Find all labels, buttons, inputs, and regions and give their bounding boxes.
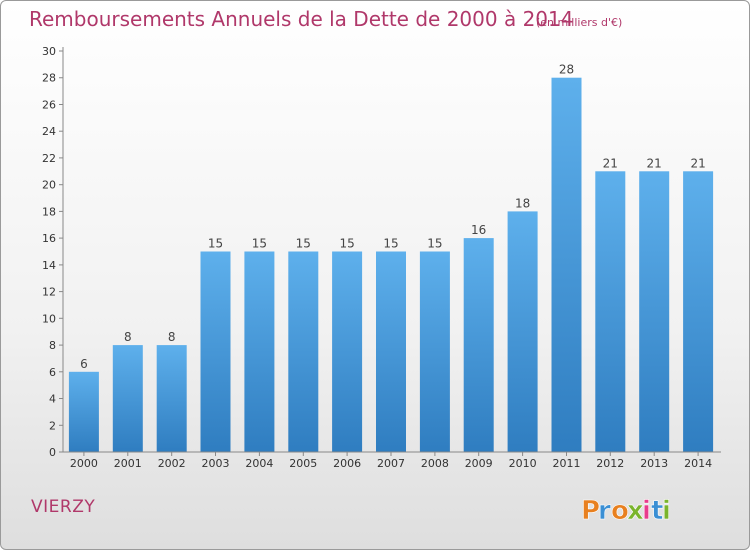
bar-2004 (244, 251, 275, 452)
bar-2008 (419, 251, 450, 452)
logo-letter: P (581, 496, 600, 526)
data-label-2006: 15 (339, 237, 354, 251)
y-tick-label-18: 18 (42, 205, 56, 218)
y-tick-label-30: 30 (42, 45, 56, 58)
chart-title: Remboursements Annuels de la Dette de 20… (29, 7, 574, 31)
bar-2005 (288, 251, 319, 452)
data-label-2011: 28 (559, 63, 574, 77)
bar-2011 (551, 77, 582, 452)
y-tick-label-14: 14 (42, 259, 56, 272)
proxiti-logo: Pr oxi ti (581, 496, 672, 527)
y-tick-label-28: 28 (42, 72, 56, 85)
y-tick-label-26: 26 (42, 99, 56, 112)
y-tick-label-22: 22 (42, 152, 56, 165)
bar-2007 (376, 251, 406, 452)
data-label-2008: 15 (427, 237, 442, 251)
data-label-2005: 15 (296, 237, 311, 251)
logo-letter: o (611, 496, 629, 526)
data-label-2000: 6 (80, 357, 88, 371)
logo-letter: r (598, 496, 611, 526)
bar-2001 (112, 345, 143, 452)
bar-2000 (68, 371, 99, 452)
x-tick-label-2006: 2006 (333, 457, 361, 470)
x-tick-label-2011: 2011 (553, 457, 581, 470)
bar-2014 (683, 171, 714, 453)
bar-2003 (200, 251, 231, 452)
x-tick-label-2002: 2002 (158, 457, 186, 470)
y-tick-label-2: 2 (49, 419, 56, 432)
x-tick-label-2005: 2005 (289, 457, 317, 470)
data-label-2009: 16 (471, 223, 486, 237)
logo-letter: i (642, 496, 651, 526)
x-tick-label-2003: 2003 (202, 457, 230, 470)
x-tick-label-2014: 2014 (684, 457, 712, 470)
data-label-2013: 21 (647, 156, 662, 170)
data-label-2004: 15 (252, 237, 267, 251)
y-tick-label-20: 20 (42, 179, 56, 192)
y-tick-label-24: 24 (42, 125, 56, 138)
x-tick-label-2010: 2010 (509, 457, 537, 470)
y-tick-label-6: 6 (49, 366, 56, 379)
logo-letter: i (662, 496, 671, 526)
x-tick-label-2004: 2004 (245, 457, 273, 470)
bar-2009 (463, 238, 494, 452)
y-tick-label-0: 0 (49, 446, 56, 459)
y-tick-label-10: 10 (42, 312, 56, 325)
place-name: VIERZY (31, 497, 96, 517)
bar-2010 (507, 211, 538, 452)
y-tick-label-4: 4 (49, 393, 56, 406)
data-label-2010: 18 (515, 196, 530, 210)
data-label-2007: 15 (383, 237, 398, 251)
chart-subtitle: (en milliers d'€) (536, 16, 623, 29)
bar-2012 (595, 171, 626, 453)
y-tick-label-16: 16 (42, 232, 56, 245)
x-tick-label-2008: 2008 (421, 457, 449, 470)
data-label-2014: 21 (690, 156, 705, 170)
logo-letter: x (627, 496, 644, 526)
data-label-2002: 8 (168, 330, 176, 344)
data-label-2003: 15 (208, 237, 223, 251)
data-label-2012: 21 (603, 156, 618, 170)
data-label-2001: 8 (124, 330, 132, 344)
y-tick-label-12: 12 (42, 286, 56, 299)
x-tick-label-2001: 2001 (114, 457, 142, 470)
x-tick-label-2007: 2007 (377, 457, 405, 470)
x-tick-label-2000: 2000 (70, 457, 98, 470)
x-tick-label-2013: 2013 (640, 457, 668, 470)
y-tick-label-8: 8 (49, 339, 56, 352)
bar-2013 (639, 171, 670, 453)
bar-2006 (332, 251, 363, 452)
logo-letter: t (651, 496, 663, 526)
x-tick-label-2009: 2009 (465, 457, 493, 470)
x-tick-label-2012: 2012 (596, 457, 624, 470)
bar-2002 (156, 345, 187, 452)
